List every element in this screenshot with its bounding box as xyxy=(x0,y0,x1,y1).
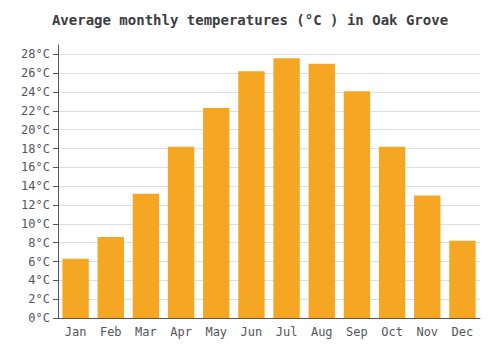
svg-text:Mar: Mar xyxy=(135,325,157,339)
svg-text:Average monthly temperatures (: Average monthly temperatures (°C ) in Oa… xyxy=(52,12,448,28)
svg-text:0°C: 0°C xyxy=(28,311,50,325)
svg-text:Oct: Oct xyxy=(381,325,403,339)
svg-text:8°C: 8°C xyxy=(28,236,50,250)
svg-text:20°C: 20°C xyxy=(21,123,50,137)
svg-text:6°C: 6°C xyxy=(28,255,50,269)
svg-text:4°C: 4°C xyxy=(28,273,50,287)
svg-text:16°C: 16°C xyxy=(21,160,50,174)
svg-text:12°C: 12°C xyxy=(21,198,50,212)
svg-text:22°C: 22°C xyxy=(21,104,50,118)
svg-text:Aug: Aug xyxy=(311,325,333,339)
svg-text:14°C: 14°C xyxy=(21,179,50,193)
svg-text:Jan: Jan xyxy=(65,325,87,339)
svg-text:Feb: Feb xyxy=(100,325,122,339)
svg-text:Nov: Nov xyxy=(416,325,438,339)
svg-text:Apr: Apr xyxy=(170,325,192,339)
svg-text:2°C: 2°C xyxy=(28,292,50,306)
svg-text:10°C: 10°C xyxy=(21,217,50,231)
svg-text:28°C: 28°C xyxy=(21,47,50,61)
svg-text:24°C: 24°C xyxy=(21,85,50,99)
svg-text:18°C: 18°C xyxy=(21,142,50,156)
svg-text:26°C: 26°C xyxy=(21,66,50,80)
svg-text:Sep: Sep xyxy=(346,325,368,339)
svg-text:May: May xyxy=(205,325,227,339)
svg-text:Jun: Jun xyxy=(241,325,263,339)
svg-text:Dec: Dec xyxy=(452,325,474,339)
svg-text:Jul: Jul xyxy=(276,325,298,339)
